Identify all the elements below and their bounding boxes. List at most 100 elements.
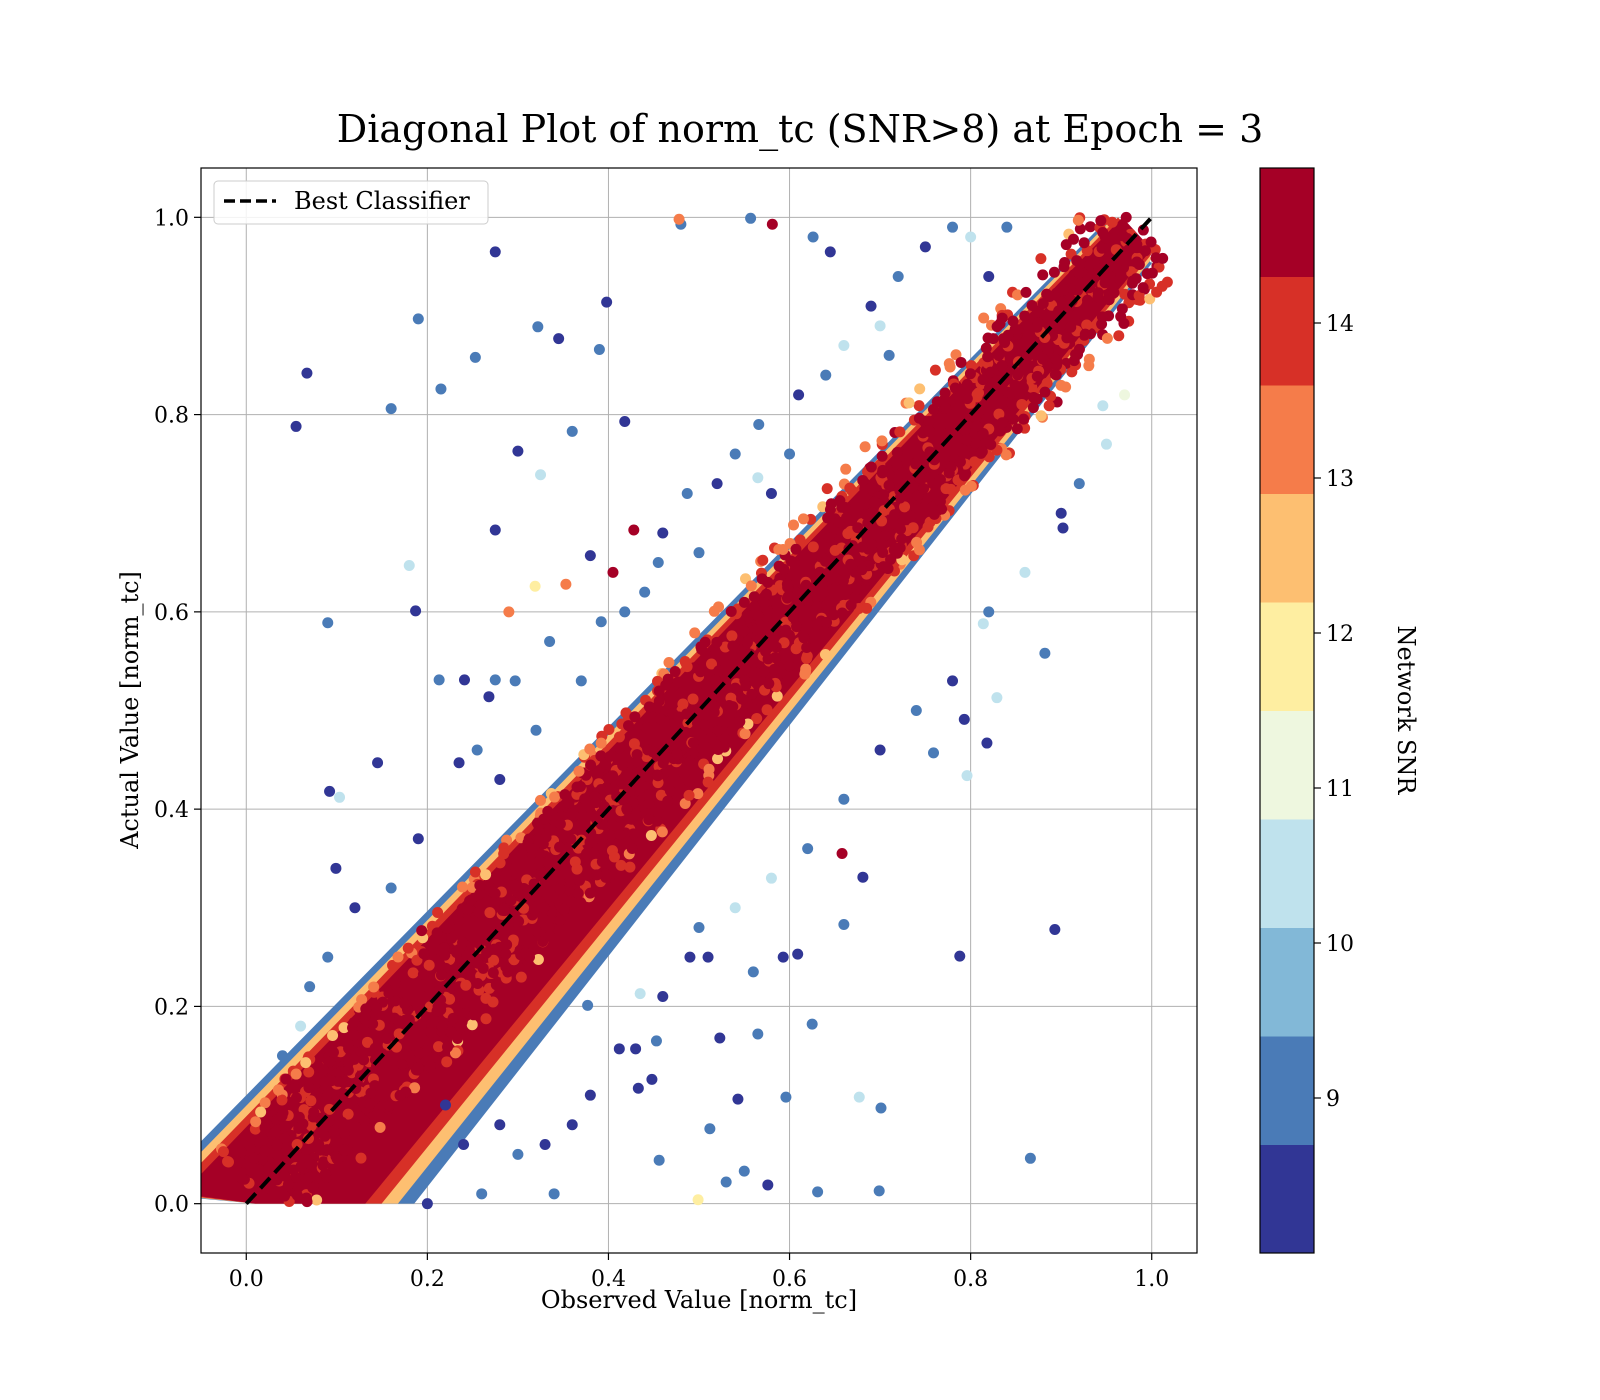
scatter-point [792,948,804,960]
scatter-point [777,951,789,963]
scatter-point [852,522,864,534]
scatter-point [1012,289,1024,301]
colorbar-segment [1260,276,1314,386]
legend: Best Classifier [213,180,489,225]
scatter-point [1092,287,1104,299]
scatter-point [489,674,501,686]
scatter-point [412,833,424,845]
scatter-point [619,606,631,618]
scatter-point [399,998,411,1010]
scatter-point [729,448,741,460]
scatter-point [591,869,603,881]
scatter-point [293,1123,305,1135]
scatter-point [876,515,888,527]
scatter-point [646,1073,658,1085]
scatter-point [996,312,1008,324]
scatter-point [593,343,605,355]
scatter-point [503,606,515,618]
scatter-point [959,470,971,482]
scatter-point [1145,236,1157,248]
scatter-point [1037,353,1049,365]
scatter-point [669,666,681,678]
scatter-point [490,979,502,991]
scatter-point [679,656,691,668]
scatter-point [1081,319,1093,331]
scatter-point [412,1062,424,1074]
scatter-point [484,907,496,919]
scatter-point [819,649,831,661]
scatter-point [613,731,625,743]
scatter-point [441,1056,453,1068]
scatter-point [687,693,699,705]
scatter-point [780,1091,792,1103]
scatter-point [1037,297,1049,309]
scatter-point [322,951,334,963]
scatter-point [248,1152,260,1164]
scatter-point [1072,214,1084,226]
scatter-point [982,332,994,344]
scatter-point [301,367,313,379]
scatter-point [740,680,752,692]
scatter-point [1097,400,1109,412]
scatter-point [726,630,738,642]
scatter-point [579,793,591,805]
x-axis-label: Observed Value [norm_tc] [541,1286,857,1314]
scatter-point [673,213,685,225]
scatter-point [1004,408,1016,420]
scatter-point [689,627,701,639]
scatter-point [1095,215,1107,227]
scatter-point [533,855,545,867]
scatter-point [914,383,926,395]
scatter-point [876,467,888,479]
scatter-point [342,1064,354,1076]
scatter-point [572,887,584,899]
scatter-point [539,1139,551,1150]
colorbar-ticks: 9 10 11 12 13 14 [1314,312,1354,1112]
scatter-point [305,1120,317,1132]
scatter-point [678,767,690,779]
scatter-point [712,725,724,737]
scatter-point [677,698,689,710]
scatter-point [1082,294,1094,306]
scatter-point [322,617,334,629]
scatter-point [581,848,593,860]
scatter-point [1020,286,1032,298]
scatter-point [910,458,922,470]
scatter-point [745,212,757,224]
scatter-point [368,981,380,993]
scatter-point [290,1068,302,1080]
scatter-point [469,866,481,878]
scatter-point [704,1123,716,1135]
scatter-point [631,767,643,779]
scatter-point [739,728,751,740]
scatter-point [896,467,908,479]
scatter-point [432,906,444,918]
scatter-point [671,748,683,760]
scatter-point [1058,284,1070,296]
scatter-point [929,364,941,376]
scatter-point [348,1053,360,1065]
scatter-point [441,922,453,934]
scatter-point [1116,303,1128,315]
scatter-point [1156,280,1168,292]
scatter-point [991,692,1003,704]
scatter-point [844,482,856,494]
scatter-point [532,954,544,966]
scatter-point [553,333,565,345]
scatter-point [535,469,547,481]
scatter-point [438,942,450,954]
scatter-point [488,943,500,955]
scatter-point [833,516,845,528]
scatter-point [977,618,989,630]
scatter-point [236,1173,248,1185]
scatter-point [960,434,972,446]
scatter-point [1044,291,1056,303]
scatter-point [235,1146,247,1158]
scatter-point [413,1047,425,1059]
scatter-point [766,218,778,230]
scatter-point [857,474,869,486]
scatter-point [480,1013,492,1025]
scatter-point [250,1116,262,1128]
scatter-point [1043,400,1055,412]
scatter-point [303,1172,315,1184]
